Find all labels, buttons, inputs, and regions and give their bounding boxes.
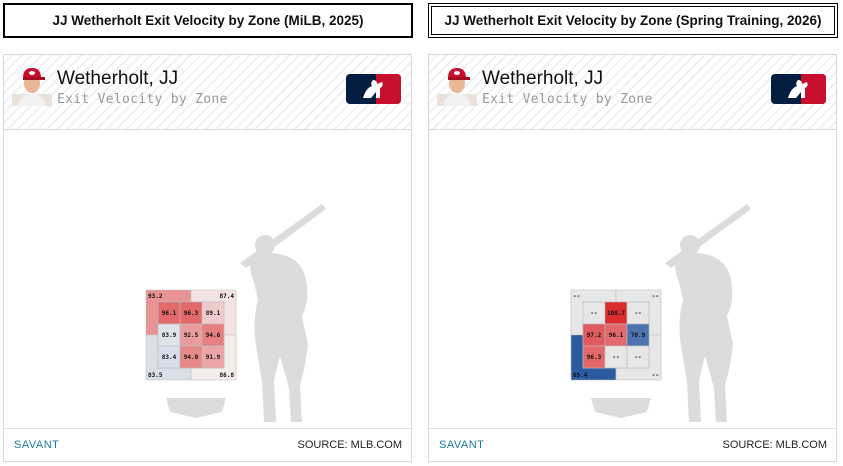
batter-silhouette-icon [240,204,326,422]
outer-zone-label: 83.5 [148,372,163,379]
card-header: Wetherholt, JJ Exit Velocity by Zone [4,55,411,130]
inner-zone-label: -- [634,354,641,361]
player-name: Wetherholt, JJ [482,68,604,89]
card-header: Wetherholt, JJ Exit Velocity by Zone [429,55,836,130]
inner-zone-label: 96.1 [162,310,177,317]
strike-zone-chart-milb: 93.2 87.4 83.5 86.8 96.1 96.3 89.1 83.9 92.5 94.6… [145,204,326,422]
zone-grid: -- -- 65.4 -- -- 100.7 -- 97.2 96.1 70.9 96.3 -- -- [570,289,662,381]
inner-zone-label: 97.2 [587,332,602,339]
player-headshot-icon [12,68,52,106]
inner-zone-label: 70.9 [631,332,646,339]
home-plate-icon [591,398,651,418]
outer-zone-label: 65.4 [573,372,588,379]
source-label: SOURCE: MLB.COM [722,439,827,451]
inner-zone-label: 94.6 [206,332,221,339]
chart-title-left: JJ Wetherholt Exit Velocity by Zone (MiL… [3,3,413,38]
outer-zone-label: 93.2 [148,293,163,300]
mlb-logo-icon [771,74,826,104]
inner-zone-label: 83.4 [162,354,177,361]
inner-zone-label: 89.1 [206,310,221,317]
mlb-logo-icon [346,74,401,104]
inner-zone-cell [201,345,225,369]
inner-zone-label: 96.1 [609,332,624,339]
chart-title-right: JJ Wetherholt Exit Velocity by Zone (Spr… [428,3,838,38]
ev-card-spring: Wetherholt, JJ Exit Velocity by Zone -- -… [428,54,837,462]
zone-grid: 93.2 87.4 83.5 86.8 96.1 96.3 89.1 83.9 92.5 94.6… [145,289,237,381]
chart-subtitle: Exit Velocity by Zone [482,92,653,107]
inner-zone-label: 96.3 [587,354,602,361]
outer-zone-label: -- [573,293,580,300]
batter-silhouette-icon [665,204,751,422]
source-label: SOURCE: MLB.COM [297,439,402,451]
inner-zone-label: 83.9 [162,332,177,339]
player-name: Wetherholt, JJ [57,68,179,89]
strike-zone-chart-spring: -- -- 65.4 -- -- 100.7 -- 97.2 96.1 70.9 96.3 -- -- [570,204,751,422]
outer-zone-label: -- [652,372,659,379]
outer-zone-label: 87.4 [220,293,235,300]
player-headshot-icon [437,68,477,106]
outer-zone-label: 86.8 [220,372,235,379]
ev-card-milb: Wetherholt, JJ Exit Velocity by Zone 93.… [3,54,412,462]
inner-zone-label: -- [590,310,597,317]
savant-link[interactable]: SAVANT [14,439,60,451]
inner-zone-label: 91.9 [206,354,221,361]
inner-zone-label: 92.5 [184,332,199,339]
chart-subtitle: Exit Velocity by Zone [57,92,228,107]
home-plate-icon [166,398,226,418]
outer-zone-label: -- [652,293,659,300]
inner-zone-label: 96.3 [184,310,199,317]
inner-zone-label: -- [612,354,619,361]
card-footer: SAVANT SOURCE: MLB.COM [429,428,836,461]
inner-zone-label: 100.7 [607,310,625,317]
inner-zone-label: 94.0 [184,354,199,361]
savant-link[interactable]: SAVANT [439,439,485,451]
card-footer: SAVANT SOURCE: MLB.COM [4,428,411,461]
inner-zone-label: -- [634,310,641,317]
inner-zone-cell [626,345,650,369]
